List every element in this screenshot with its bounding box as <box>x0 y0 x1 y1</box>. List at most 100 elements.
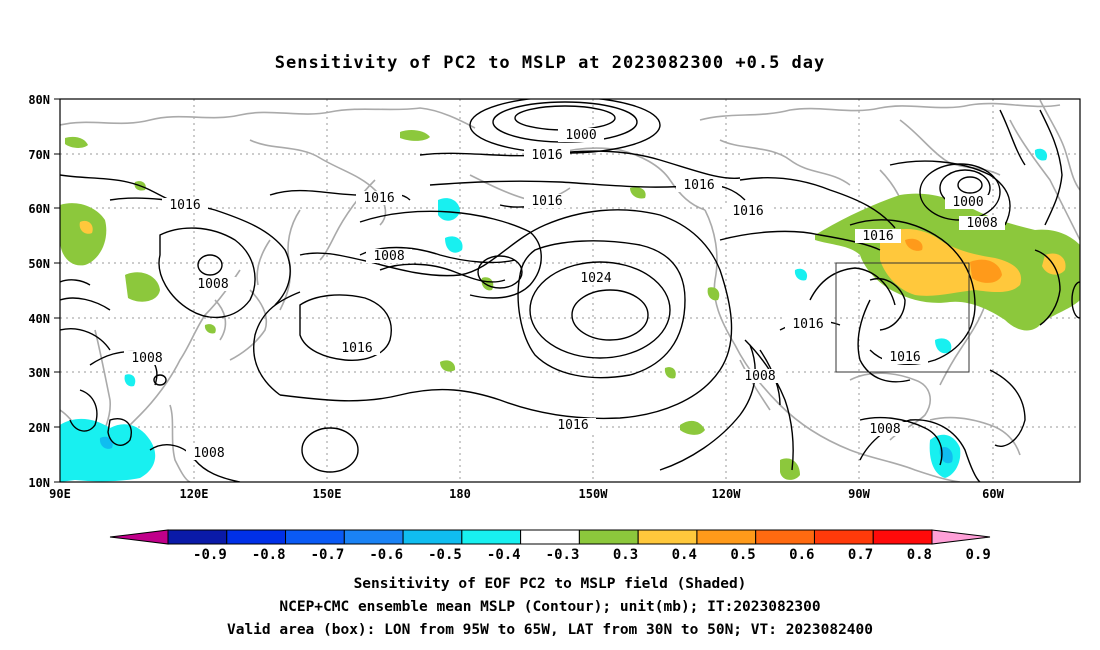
valid-area-box <box>835 262 970 373</box>
svg-text:1016: 1016 <box>862 229 893 244</box>
contour-label: 1016 <box>524 194 570 209</box>
svg-text:1000: 1000 <box>952 195 983 210</box>
colorbar-low-arrow <box>109 529 169 545</box>
contour-label: 1024 <box>573 271 619 286</box>
colorbar-box <box>402 529 463 545</box>
lat-label: 40N <box>28 312 50 326</box>
caption-line-3: Valid area (box): LON from 95W to 65W, L… <box>227 622 873 638</box>
svg-text:1016: 1016 <box>889 350 920 365</box>
contour-labels: 1000 1016 1016 1016 1016 1016 1016 1008 … <box>124 128 1005 461</box>
colorbar-label: 0.7 <box>848 547 873 563</box>
coastlines <box>60 99 1080 482</box>
contour-label: 1008 <box>737 369 783 384</box>
contour-label: 1008 <box>190 277 236 292</box>
contour-label: 1016 <box>855 229 901 244</box>
lat-labels: 80N 70N 60N 50N 40N 30N 20N 10N <box>28 93 50 490</box>
colorbar-box <box>755 529 815 545</box>
contour-label: 1008 <box>959 216 1005 231</box>
contour-label: 1016 <box>676 178 722 193</box>
colorbar-label: 0.9 <box>965 547 990 563</box>
colorbar-label: 0.8 <box>907 547 932 563</box>
caption-line-1: Sensitivity of EOF PC2 to MSLP field (Sh… <box>354 576 747 592</box>
svg-text:1024: 1024 <box>580 271 611 286</box>
colorbar-label: 0.6 <box>789 547 814 563</box>
contour-label: 1008 <box>366 249 412 264</box>
figure-title: Sensitivity of PC2 to MSLP at 2023082300… <box>275 53 826 73</box>
svg-text:1016: 1016 <box>531 148 562 163</box>
colorbar-label: -0.8 <box>252 547 286 563</box>
svg-text:1008: 1008 <box>193 446 224 461</box>
svg-text:1000: 1000 <box>565 128 596 143</box>
svg-text:1016: 1016 <box>732 204 763 219</box>
colorbar-box <box>578 529 639 545</box>
colorbar-box <box>285 529 345 545</box>
colorbar-box <box>461 529 522 545</box>
contour-label: 1008 <box>186 446 232 461</box>
svg-text:1016: 1016 <box>169 198 200 213</box>
colorbar-label: 0.4 <box>672 547 697 563</box>
colorbar-box <box>813 529 874 545</box>
svg-text:1016: 1016 <box>792 317 823 332</box>
lon-label: 60W <box>982 487 1004 501</box>
caption: Sensitivity of EOF PC2 to MSLP field (Sh… <box>227 576 873 638</box>
contour-label: 1016 <box>524 148 570 163</box>
colorbar-label: -0.9 <box>193 547 227 563</box>
svg-text:1008: 1008 <box>869 422 900 437</box>
colorbar-box <box>520 529 580 545</box>
lon-label: 120E <box>180 487 209 501</box>
svg-text:1008: 1008 <box>131 351 162 366</box>
colorbar-label: -0.3 <box>546 547 580 563</box>
colorbar-box <box>696 529 757 545</box>
svg-text:1008: 1008 <box>966 216 997 231</box>
lon-label: 150W <box>579 487 609 501</box>
colorbar-label: -0.5 <box>428 547 462 563</box>
lon-label: 180 <box>449 487 471 501</box>
svg-text:1016: 1016 <box>531 194 562 209</box>
colorbar-label: 0.5 <box>730 547 755 563</box>
colorbar-high-arrow <box>931 529 991 545</box>
colorbar-box <box>343 529 404 545</box>
contour-label: 1016 <box>725 204 771 219</box>
contour-label: 1000 <box>945 195 991 210</box>
colorbar-label: 0.3 <box>613 547 638 563</box>
lat-label: 20N <box>28 421 50 435</box>
map-frame <box>59 98 1081 483</box>
contour-label: 1016 <box>162 198 208 213</box>
svg-text:1016: 1016 <box>341 341 372 356</box>
colorbar-box <box>167 529 228 545</box>
colorbar-box <box>637 529 698 545</box>
lon-label: 90W <box>848 487 870 501</box>
contour-label: 1000 <box>558 128 604 143</box>
colorbar-label: -0.6 <box>369 547 403 563</box>
colorbar-box <box>872 529 933 545</box>
ticks <box>54 98 60 483</box>
svg-text:1016: 1016 <box>363 191 394 206</box>
contour-label: 1016 <box>882 350 928 365</box>
contour-label: 1016 <box>550 418 596 433</box>
lat-label: 30N <box>28 366 50 380</box>
colorbar: -0.9 -0.8 -0.7 -0.6 -0.5 -0.4 -0.3 0.3 0.4 0.5 0.6… <box>109 529 991 563</box>
svg-text:1016: 1016 <box>557 418 588 433</box>
sensitivity-shading <box>60 129 1080 482</box>
colorbar-box <box>226 529 287 545</box>
svg-text:1008: 1008 <box>744 369 775 384</box>
lon-label: 150E <box>313 487 342 501</box>
svg-text:1016: 1016 <box>683 178 714 193</box>
colorbar-label: -0.7 <box>311 547 345 563</box>
contour-label: 1016 <box>334 341 380 356</box>
svg-text:1008: 1008 <box>197 277 228 292</box>
lat-label: 70N <box>28 148 50 162</box>
colorbar-label: -0.4 <box>487 547 521 563</box>
svg-text:1008: 1008 <box>373 249 404 264</box>
lat-label: 60N <box>28 202 50 216</box>
lat-label: 10N <box>28 476 50 490</box>
caption-line-2: NCEP+CMC ensemble mean MSLP (Contour); u… <box>279 599 820 615</box>
contour-label: 1008 <box>124 351 170 366</box>
contour-label: 1008 <box>862 422 908 437</box>
contour-label: 1016 <box>356 191 402 206</box>
lon-label: 120W <box>712 487 742 501</box>
lat-label: 50N <box>28 257 50 271</box>
lon-labels: 90E 120E 150E 180 150W 120W 90W 60W <box>49 487 1004 501</box>
lat-label: 80N <box>28 93 50 107</box>
